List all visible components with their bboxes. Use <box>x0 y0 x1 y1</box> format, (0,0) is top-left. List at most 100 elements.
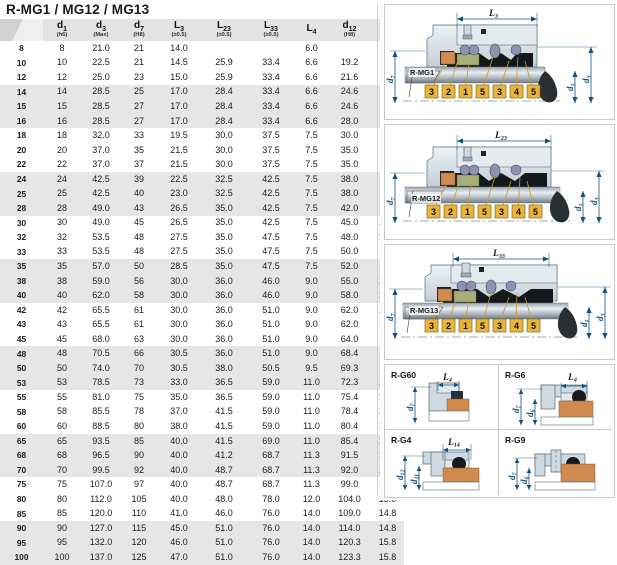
dim-label-d7: d7 <box>511 405 523 414</box>
cell-L3: 26.5 <box>170 217 188 228</box>
cell-d1: 33 <box>56 246 67 257</box>
cell-d7: 43 <box>133 202 144 213</box>
callout-3a: 3 <box>424 84 439 99</box>
table-row: 8 8 21.0 21 14.0 6.0 <box>0 41 404 56</box>
cell-L23: 32.5 <box>215 188 233 199</box>
cell-L23: 36.0 <box>215 348 233 359</box>
table-header-corner <box>0 19 43 41</box>
cell-d12: 24.6 <box>340 100 359 111</box>
cell-L4: 9.5 <box>305 362 318 373</box>
cell-L33: 33.4 <box>262 57 280 68</box>
svg-text:2: 2 <box>448 207 453 217</box>
cell-L4: 7.5 <box>305 173 318 184</box>
header-sub-d3: (Max) <box>93 32 109 39</box>
cell-L23 <box>201 41 247 56</box>
cell-size: 25 <box>16 188 27 199</box>
cell-L3: 38.0 <box>170 420 188 431</box>
cell-d1: 28 <box>56 202 67 213</box>
dim-label-l4: L4 <box>567 373 577 384</box>
cell-d3: 81.0 <box>92 391 110 402</box>
cell-L3: 37.0 <box>170 406 188 417</box>
cell-size: 90 <box>16 523 27 534</box>
cell-L23: 30.0 <box>215 159 233 170</box>
callout-5a: 5 <box>477 204 492 219</box>
cell-d12: 45.0 <box>340 217 359 228</box>
cell-d3: 78.5 <box>92 377 110 388</box>
cell-L3: 23.0 <box>170 188 188 199</box>
cell-L23: 48.7 <box>215 464 233 475</box>
cell-L23: 41.5 <box>215 435 233 446</box>
cell-L33: 69.0 <box>262 435 280 446</box>
cell-d3: 22.5 <box>92 57 110 68</box>
specification-table: d1 (h6) d3 (Max) d7 (H8) L3 (±0.5) L23 <box>0 19 404 565</box>
cell-L23: 48.7 <box>215 479 233 490</box>
cell-L33: 59.0 <box>262 420 280 431</box>
cell-L3: 33.0 <box>170 377 188 388</box>
cell-d7: 50 <box>133 260 144 271</box>
cell-L33: 33.4 <box>262 71 280 82</box>
svg-text:5: 5 <box>482 207 487 217</box>
dim-label-d3: d3 <box>595 314 607 322</box>
cell-L4: 14.0 <box>302 508 321 519</box>
callout-2: 2 <box>443 204 458 219</box>
cell-L23: 35.0 <box>215 246 233 257</box>
cell-d3: 70.5 <box>92 348 110 359</box>
callout-2: 2 <box>441 318 456 333</box>
cell-d3: 65.5 <box>92 304 110 315</box>
callout-3b: 3 <box>492 84 507 99</box>
cell-d12: 72.3 <box>340 377 359 388</box>
cell-L33: 42.5 <box>262 202 280 213</box>
cell-d1: 75 <box>56 479 67 490</box>
cell-L3: 17.0 <box>170 100 188 111</box>
svg-text:3: 3 <box>431 207 436 217</box>
cell-L4: 11.3 <box>303 450 320 461</box>
cell-d3: 68.0 <box>92 333 110 344</box>
cell-d7: 61 <box>133 319 144 330</box>
table-row: 95 95 132.0 120 46.0 51.0 76.0 14.0 120.3 15.8 <box>0 535 404 551</box>
panel-r-g60: R-G60 L4 d7 <box>385 365 499 430</box>
cell-L4: 9.0 <box>305 348 318 359</box>
table-row: 90 90 127.0 115 45.0 51.0 76.0 14.0 114.0 14.8 <box>0 521 404 536</box>
cell-d3: 49.0 <box>92 202 110 213</box>
cell-d1: 10 <box>56 57 67 68</box>
cell-L23: 51.0 <box>215 522 233 533</box>
table-header-d3: d3 (Max) <box>81 19 121 41</box>
svg-text:1: 1 <box>463 321 468 331</box>
cell-size: 55 <box>16 392 27 403</box>
cell-d1: 65 <box>56 435 67 446</box>
cell-d12: 42.0 <box>340 202 359 213</box>
svg-text:5: 5 <box>480 321 485 331</box>
cell-d12: 38.0 <box>340 173 359 184</box>
dim-label-d6: d6 <box>519 477 531 485</box>
cell-d3: 96.5 <box>92 450 110 461</box>
cell-d7: 115 <box>131 522 147 533</box>
header-sub-d7: (H8) <box>133 32 145 39</box>
cell-d12: 92.0 <box>340 464 359 475</box>
cell-L4: 9.0 <box>305 319 318 330</box>
cell-L4: 7.5 <box>305 144 318 155</box>
cell-d7: 120 <box>131 537 147 548</box>
cell-size: 100 <box>14 552 29 563</box>
dim-label-l3: L3 <box>488 9 498 20</box>
cell-d7: 33 <box>133 130 144 141</box>
panel-divider <box>377 4 378 496</box>
dim-label-d1: d1 <box>573 204 585 212</box>
cell-d3: 88.5 <box>92 420 110 431</box>
dim-label-d7: d7 <box>405 403 417 412</box>
cell-size: 28 <box>16 203 27 214</box>
cell-size: 70 <box>16 464 27 475</box>
cell-d7: 85 <box>133 435 144 446</box>
cell-L4: 6.6 <box>305 71 318 82</box>
cell-d1: 58 <box>56 406 67 417</box>
panel-r-g4: R-G4 L14 d12 <box>385 430 499 495</box>
cell-size: 42 <box>16 304 27 315</box>
cell-L23: 36.0 <box>215 290 233 301</box>
cell-L33: 33.4 <box>262 115 280 126</box>
cell-d7: 63 <box>133 333 144 344</box>
callout-3a: 3 <box>426 204 441 219</box>
cell-L4: 12.0 <box>302 493 321 504</box>
